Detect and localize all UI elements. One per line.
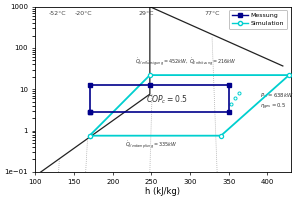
Text: $COP_c=0.5$: $COP_c=0.5$ (146, 94, 188, 106)
Text: -20°C: -20°C (75, 11, 92, 16)
Text: 29°C: 29°C (138, 11, 154, 16)
Text: $\dot{Q}_{Verfl\ddot{u}ssigung}=452kW,\;\dot{Q}_{Enthitzung}=216kW$: $\dot{Q}_{Verfl\ddot{u}ssigung}=452kW,\;… (135, 57, 237, 68)
Legend: Messung, Simulation: Messung, Simulation (229, 10, 287, 29)
Text: 77°C: 77°C (204, 11, 219, 16)
Text: $\dot{Q}_{Verdampfung}=335kW$: $\dot{Q}_{Verdampfung}=335kW$ (125, 140, 178, 151)
X-axis label: h (kJ/kg): h (kJ/kg) (146, 187, 181, 196)
Text: $P_{el}=638kW$
$\eta_{ges}=0.5$: $P_{el}=638kW$ $\eta_{ges}=0.5$ (260, 91, 293, 112)
Text: -52°C: -52°C (48, 11, 66, 16)
